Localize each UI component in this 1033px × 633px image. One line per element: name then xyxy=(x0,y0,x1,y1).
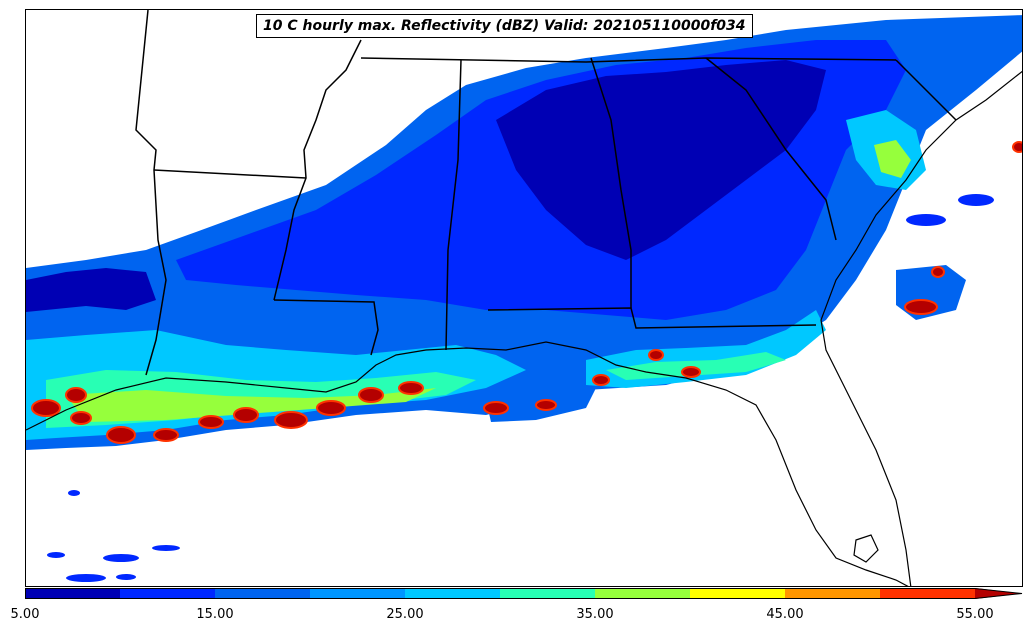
precip-core-blue-2 xyxy=(26,268,156,312)
echo xyxy=(103,554,139,562)
boundary-ar-la xyxy=(153,169,307,179)
colorbar-tick-label: 15.00 xyxy=(196,607,234,622)
cell xyxy=(106,426,136,444)
cell xyxy=(316,400,346,416)
cell xyxy=(592,374,610,386)
boundary-ms-al xyxy=(445,59,462,351)
colorbar-tick-label: 35.00 xyxy=(576,607,614,622)
echo xyxy=(116,574,136,580)
cell xyxy=(31,399,61,417)
colorbar-segment xyxy=(310,588,406,599)
boundary-al-fl xyxy=(487,307,817,329)
precip-yellow-band xyxy=(66,388,436,422)
reflectivity-map xyxy=(26,10,1022,586)
cell xyxy=(65,387,87,403)
boundary-ms-river xyxy=(273,39,362,301)
colorbar xyxy=(25,588,1023,599)
boundary-northern xyxy=(360,57,897,63)
convective-cells xyxy=(31,141,1022,444)
echo xyxy=(152,545,180,551)
boundary-al-ga xyxy=(590,57,632,308)
precip-core-blue xyxy=(496,60,826,260)
colorbar-segment xyxy=(405,588,501,599)
colorbar-tick-label: 25.00 xyxy=(386,607,424,622)
state-boundaries xyxy=(135,10,957,376)
colorbar-segment xyxy=(25,588,121,599)
gulf-coast xyxy=(26,341,909,586)
colorbar-segment xyxy=(500,588,596,599)
cell xyxy=(274,411,308,429)
echo xyxy=(47,552,65,558)
cell xyxy=(233,407,259,423)
precip-ne-green xyxy=(874,140,911,178)
cell xyxy=(153,428,179,442)
cell xyxy=(535,399,557,411)
echo xyxy=(68,490,80,496)
cell xyxy=(398,381,424,395)
colorbar-outline xyxy=(25,588,1023,599)
cell xyxy=(931,266,945,278)
lake-okeechobee xyxy=(853,534,879,563)
boundary-la-ms xyxy=(135,10,167,376)
cell xyxy=(648,349,664,361)
cell xyxy=(70,411,92,425)
colorbar-extend-max xyxy=(975,588,1022,599)
echo xyxy=(906,214,946,226)
colorbar-tick-label: 45.00 xyxy=(766,607,804,622)
cell xyxy=(681,366,701,378)
cell xyxy=(483,401,509,415)
cell xyxy=(904,299,938,315)
cell xyxy=(358,387,384,403)
echo xyxy=(958,194,994,206)
colorbar-tick-label: 55.00 xyxy=(956,607,994,622)
colorbar-segment xyxy=(120,588,216,599)
atlantic-coast xyxy=(820,70,1022,586)
map-title: 10 C hourly max. Reflectivity (dBZ) Vali… xyxy=(256,14,753,38)
colorbar-segment xyxy=(880,588,976,599)
boundary-nc-sc xyxy=(895,59,957,121)
colorbar-segment xyxy=(595,588,691,599)
cell xyxy=(198,415,224,429)
colorbar-segment xyxy=(215,588,311,599)
colorbar-tick-label: 5.00 xyxy=(10,607,40,622)
colorbar-segment xyxy=(690,588,786,599)
coastline xyxy=(26,70,1022,586)
precip-layer xyxy=(26,15,1022,450)
light-echoes xyxy=(47,194,994,582)
map-panel xyxy=(25,9,1023,587)
cell xyxy=(1012,141,1022,153)
boundary-la-south xyxy=(273,299,379,356)
boundary-ga-sc xyxy=(705,57,837,241)
colorbar-segment xyxy=(785,588,881,599)
echo xyxy=(66,574,106,582)
